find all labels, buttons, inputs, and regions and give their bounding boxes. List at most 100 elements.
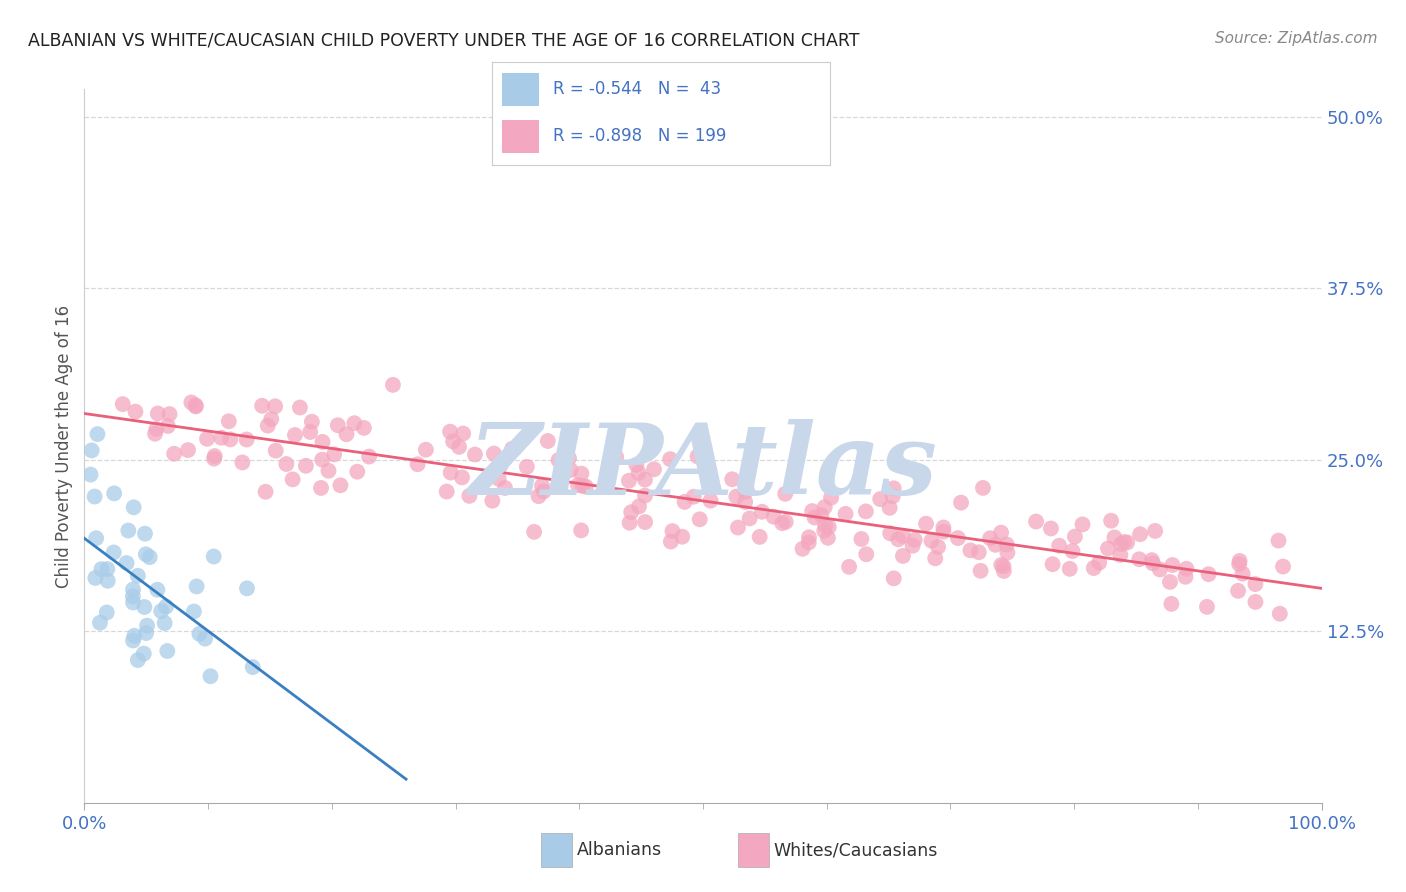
Point: [932, 520, 955, 534]
Point: [202, 451, 225, 466]
Point: [122, 500, 145, 515]
Point: [231, 455, 253, 469]
Point: [284, 428, 307, 442]
Point: [1062, 544, 1084, 558]
Point: [1104, 530, 1126, 544]
Point: [83, 490, 105, 504]
Point: [950, 495, 973, 509]
Point: [111, 397, 134, 411]
Point: [311, 452, 333, 467]
Point: [86, 427, 108, 442]
Point: [558, 451, 581, 466]
Point: [634, 515, 657, 529]
Point: [751, 505, 773, 519]
Point: [523, 524, 546, 539]
Point: [924, 551, 946, 566]
Point: [103, 545, 125, 559]
Point: [634, 489, 657, 503]
Point: [995, 537, 1018, 551]
Point: [817, 520, 839, 534]
Point: [661, 524, 683, 538]
Point: [1244, 595, 1267, 609]
Point: [932, 524, 955, 539]
Point: [135, 547, 157, 561]
Point: [869, 492, 891, 507]
Point: [311, 434, 333, 449]
Point: [689, 512, 711, 526]
Point: [814, 500, 837, 515]
Point: [1116, 535, 1139, 549]
Point: [537, 434, 560, 448]
Point: [89, 615, 111, 630]
Point: [202, 549, 225, 564]
Point: [194, 632, 217, 646]
Point: [879, 526, 901, 541]
Point: [801, 504, 824, 518]
Point: [673, 495, 696, 509]
Point: [1268, 607, 1291, 621]
Point: [883, 481, 905, 495]
Point: [725, 490, 748, 504]
Point: [501, 442, 523, 456]
Text: Albanians: Albanians: [576, 841, 662, 859]
Text: ZIPAtlas: ZIPAtlas: [468, 419, 938, 516]
Point: [1128, 552, 1150, 566]
Point: [882, 489, 904, 503]
Point: [260, 412, 283, 426]
Point: [560, 463, 582, 477]
Point: [547, 453, 569, 467]
Point: [1063, 530, 1085, 544]
Point: [236, 582, 259, 596]
Point: [326, 418, 349, 433]
Point: [122, 595, 145, 609]
Point: [264, 443, 287, 458]
Point: [464, 448, 486, 462]
Point: [415, 442, 437, 457]
Point: [122, 633, 145, 648]
Point: [97, 574, 120, 588]
Point: [195, 432, 218, 446]
Point: [599, 457, 621, 471]
Point: [103, 486, 125, 500]
Point: [575, 479, 598, 493]
Point: [163, 447, 186, 461]
Point: [1232, 566, 1254, 581]
Point: [235, 433, 257, 447]
Point: [803, 510, 825, 524]
Point: [533, 484, 555, 499]
Point: [1042, 558, 1064, 572]
Point: [219, 433, 242, 447]
Point: [1129, 527, 1152, 541]
Point: [569, 524, 592, 538]
Point: [550, 462, 572, 476]
Point: [671, 530, 693, 544]
Point: [127, 653, 149, 667]
Point: [209, 431, 232, 445]
Point: [891, 529, 914, 543]
Point: [817, 531, 839, 545]
Point: [134, 599, 156, 614]
Point: [288, 401, 311, 415]
Point: [993, 559, 1015, 574]
Point: [184, 398, 207, 412]
Point: [127, 568, 149, 582]
Text: R = -0.544   N =  43: R = -0.544 N = 43: [553, 80, 721, 98]
FancyBboxPatch shape: [502, 120, 540, 153]
Point: [132, 647, 155, 661]
Point: [946, 531, 969, 545]
Point: [155, 599, 177, 614]
Text: ALBANIAN VS WHITE/CAUCASIAN CHILD POVERTY UNDER THE AGE OF 16 CORRELATION CHART: ALBANIAN VS WHITE/CAUCASIAN CHILD POVERT…: [28, 31, 859, 49]
Point: [530, 479, 553, 493]
Y-axis label: Child Poverty Under the Age of 16: Child Poverty Under the Age of 16: [55, 304, 73, 588]
Point: [124, 629, 146, 643]
Point: [838, 559, 860, 574]
Point: [1109, 537, 1132, 551]
Point: [79, 467, 101, 482]
Point: [159, 407, 181, 421]
Point: [634, 473, 657, 487]
Point: [482, 446, 505, 460]
Point: [188, 627, 211, 641]
Point: [792, 541, 814, 556]
Point: [1099, 514, 1122, 528]
Point: [117, 524, 139, 538]
